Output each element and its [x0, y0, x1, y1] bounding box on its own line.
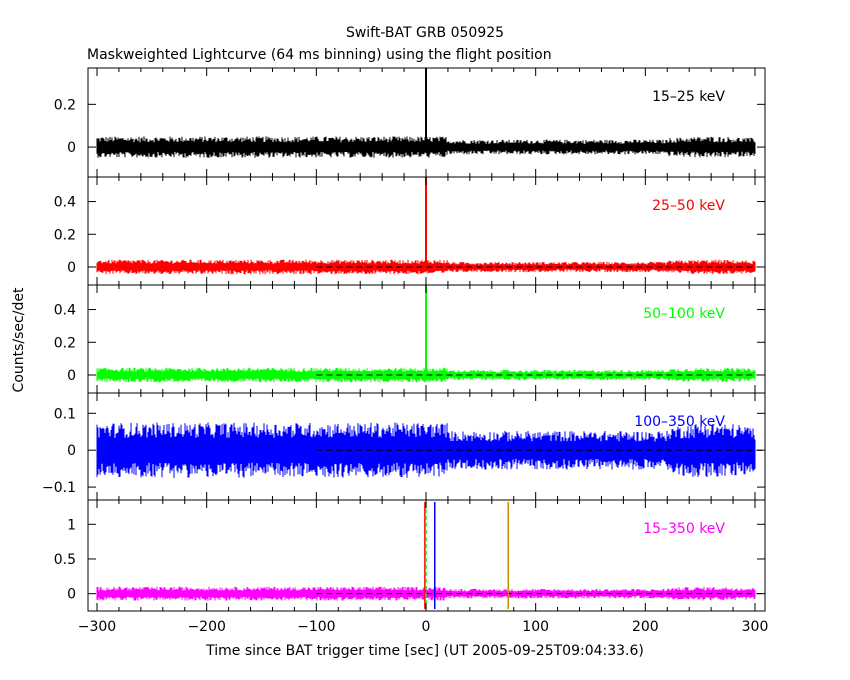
series-line-0: [96, 136, 756, 158]
x-tick-label-6: 300: [742, 619, 769, 635]
x-tick-label-4: 100: [522, 619, 549, 635]
series-line-3: [96, 422, 756, 478]
panel-energy-label-0: 15–25 keV: [652, 89, 725, 105]
y-tick-label-1-1: 0.2: [54, 227, 76, 243]
x-tick-label-5: 200: [632, 619, 659, 635]
y-tick-label-4-2: 1: [67, 517, 76, 533]
panel-energy-label-1: 25–50 keV: [652, 198, 725, 214]
x-tick-label-3: 0: [422, 619, 431, 635]
panels-group: 0 0.2 15–25 keV 0 0.2 0.4 25–50 keV 0 0.2 0.4 50–1…: [42, 67, 769, 635]
chart-title: Swift-BAT GRB 050925: [346, 25, 504, 41]
x-tick-label-1: −200: [187, 619, 225, 635]
x-tick-label-0: −300: [78, 619, 116, 635]
y-tick-label-2-2: 0.4: [54, 303, 76, 319]
y-tick-label-4-1: 0.5: [54, 552, 76, 568]
panel-energy-label-4: 15–350 keV: [643, 521, 725, 537]
chart-subtitle: Maskweighted Lightcurve (64 ms binning) …: [87, 47, 552, 63]
panel-energy-label-2: 50–100 keV: [643, 306, 725, 322]
x-axis-label: Time since BAT trigger time [sec] (UT 20…: [205, 643, 644, 659]
y-tick-label-2-0: 0: [67, 368, 76, 384]
y-tick-label-3-0: −0.1: [42, 480, 76, 496]
y-tick-label-0-1: 0.2: [54, 97, 76, 113]
y-tick-label-1-2: 0.4: [54, 195, 76, 211]
y-tick-label-2-1: 0.2: [54, 335, 76, 351]
y-tick-label-1-0: 0: [67, 260, 76, 276]
x-tick-label-2: −100: [297, 619, 335, 635]
panel-energy-label-3: 100–350 keV: [634, 414, 725, 430]
y-tick-label-3-1: 0: [67, 443, 76, 459]
y-tick-label-3-2: 0.1: [54, 406, 76, 422]
y-tick-label-0-0: 0: [67, 140, 76, 156]
y-tick-label-4-0: 0: [67, 587, 76, 603]
y-axis-label: Counts/sec/det: [11, 287, 27, 392]
